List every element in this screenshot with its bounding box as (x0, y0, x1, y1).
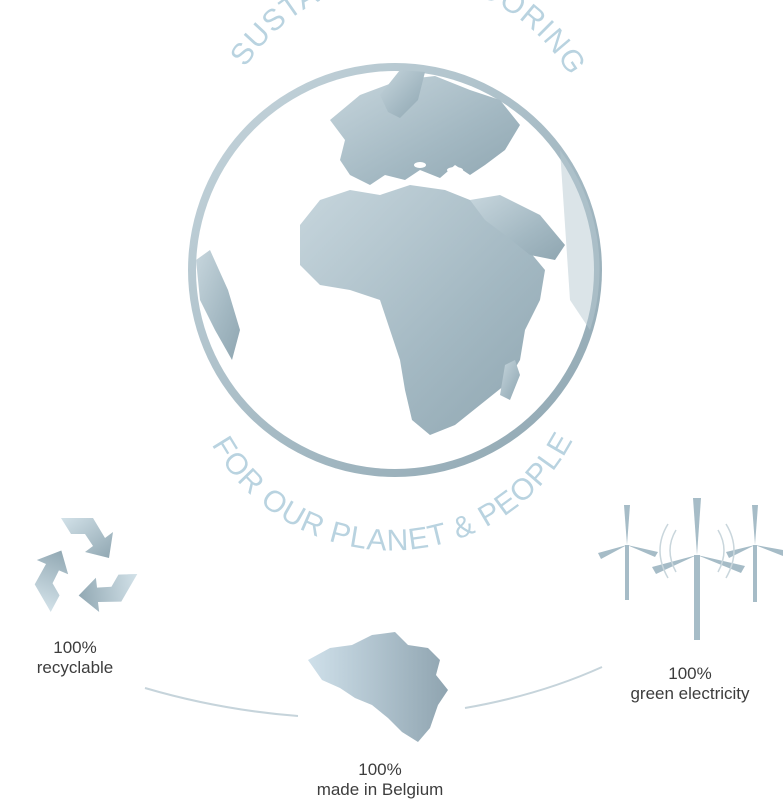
recyclable-value: 100% (53, 638, 97, 657)
belgium-label: made in Belgium (316, 780, 444, 799)
wind-turbine-icon (598, 498, 783, 640)
belgium-value: 100% (358, 760, 402, 779)
connector-arc-left (144, 687, 299, 717)
connector-arc-right (464, 666, 603, 709)
belgium-caption: 100% made in Belgium (280, 760, 480, 800)
electricity-caption: 100% green electricity (600, 664, 780, 704)
recyclable-caption: 100% recyclable (10, 638, 140, 678)
electricity-value: 100% (668, 664, 712, 683)
globe-icon (188, 63, 602, 477)
belgium-map-icon (308, 632, 448, 742)
recycle-icon (34, 518, 138, 613)
electricity-label: green electricity (630, 684, 750, 703)
recyclable-label: recyclable (36, 658, 114, 677)
